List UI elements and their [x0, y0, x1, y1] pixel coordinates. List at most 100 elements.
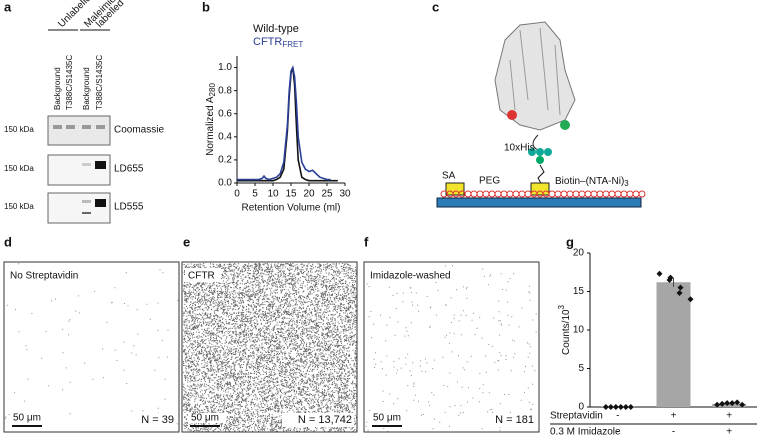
gel: Unlabelled Maleimide- labelled Backgroun…: [4, 0, 164, 224]
point: [676, 290, 683, 297]
panel-label: e: [183, 234, 190, 249]
gel-strip: [47, 192, 111, 224]
scale-label: 50 μm: [13, 413, 41, 424]
x-tick-label: 10: [267, 189, 279, 200]
sa-label: SA: [442, 171, 456, 182]
sa: [530, 182, 550, 196]
point: [724, 400, 731, 407]
condition-value: +: [726, 427, 732, 438]
panel-label: a: [4, 0, 12, 14]
label-bg: [464, 413, 536, 427]
point: [734, 399, 741, 406]
image-title: Imidazole-washed: [370, 271, 451, 282]
his: [536, 156, 544, 164]
marker: 150 kDa: [4, 125, 34, 134]
lane-label: T388C/S1435C: [65, 55, 74, 110]
label-bg: [10, 413, 48, 423]
y-tick-label: 0: [578, 402, 584, 413]
his: [544, 148, 552, 156]
row-label: Coomassie: [114, 125, 164, 136]
point: [622, 404, 629, 410]
y-label-text: Normalized A: [205, 96, 216, 156]
y-tick-label: 15: [573, 286, 585, 297]
band: [95, 161, 106, 169]
sa: [445, 182, 465, 196]
label-bg: [370, 413, 408, 423]
y-tick-label: 0.0: [218, 178, 232, 189]
legend-sub: FRET: [282, 40, 303, 49]
x-tick-label: 5: [252, 189, 258, 200]
row-label: LD655: [114, 164, 144, 175]
count-label: N = 181: [495, 414, 534, 426]
panel-label: f: [364, 234, 369, 249]
condition-value: +: [671, 411, 677, 422]
y-label-sup: 3: [557, 304, 566, 309]
y-label-sub: 280: [208, 83, 217, 97]
his: [536, 148, 544, 156]
point: [729, 400, 736, 407]
x-tick-label: 15: [285, 189, 297, 200]
lane-label: Background: [53, 67, 62, 110]
count-label: N = 13,742: [298, 414, 352, 426]
label-bg: [367, 268, 459, 282]
y-axis-label: Normalized A280: [205, 83, 217, 156]
condition-label: 0.3 M Imidazole: [550, 427, 621, 438]
x-axis-label: Retention Volume (ml): [242, 203, 341, 214]
condition-value: +: [726, 411, 732, 422]
panel-label: d: [4, 234, 12, 249]
biotin-text: Biotin–(NTA-Ni): [555, 176, 624, 187]
band: [96, 125, 105, 129]
row-label: LD555: [114, 202, 144, 213]
band: [95, 199, 106, 207]
point: [666, 276, 673, 283]
protein: [494, 21, 576, 131]
image-title: No Streptavidin: [10, 271, 78, 282]
peg-label: PEG: [479, 176, 500, 187]
label-bg: [188, 413, 226, 423]
panel-label: b: [202, 0, 210, 14]
y-tick-label: 0.6: [218, 108, 232, 119]
his: [528, 148, 536, 156]
lane-label: T388C/S1435C: [95, 55, 104, 110]
condition-value: -: [616, 411, 619, 422]
spots: [5, 263, 179, 427]
point: [719, 400, 726, 407]
scale-label: 50 μm: [191, 413, 219, 424]
marker: 150 kDa: [4, 202, 34, 211]
tag: [532, 134, 539, 151]
count-label: N = 39: [141, 414, 174, 426]
diagram: 10xHis SA PEG Biotin–(NTA-Ni)3: [436, 21, 646, 208]
point: [714, 401, 721, 408]
point: [677, 284, 684, 291]
y-tick-label: 5: [578, 363, 584, 374]
point: [627, 404, 634, 410]
point: [607, 404, 614, 410]
y-tick-label: 1.0: [218, 62, 232, 73]
condition-label: Streptavidin: [550, 411, 603, 422]
y-label-text: Counts/10: [561, 309, 572, 355]
label-bg: [282, 413, 354, 427]
point: [687, 296, 694, 303]
point: [656, 270, 663, 277]
x-tick-label: 20: [303, 189, 315, 200]
dye: [560, 120, 570, 130]
biotin-sub: 3: [624, 179, 629, 188]
y-axis-label: Counts/103: [557, 304, 572, 355]
lane-label: Background: [82, 67, 91, 110]
band: [66, 125, 75, 129]
y-tick-label: 0.8: [218, 85, 232, 96]
y-tick-label: 10: [573, 325, 585, 336]
image-title: CFTR: [188, 271, 215, 282]
band: [82, 200, 91, 203]
band: [82, 212, 91, 214]
gel-strip: [47, 154, 111, 186]
y-tick-label: 20: [573, 248, 585, 259]
condition-value: -: [616, 427, 619, 438]
surface: [436, 197, 642, 208]
his-label: 10xHis: [504, 143, 535, 154]
gel-strip: [47, 115, 111, 146]
linker: [537, 164, 545, 186]
bar: [656, 282, 691, 407]
image-frame: [363, 261, 540, 433]
